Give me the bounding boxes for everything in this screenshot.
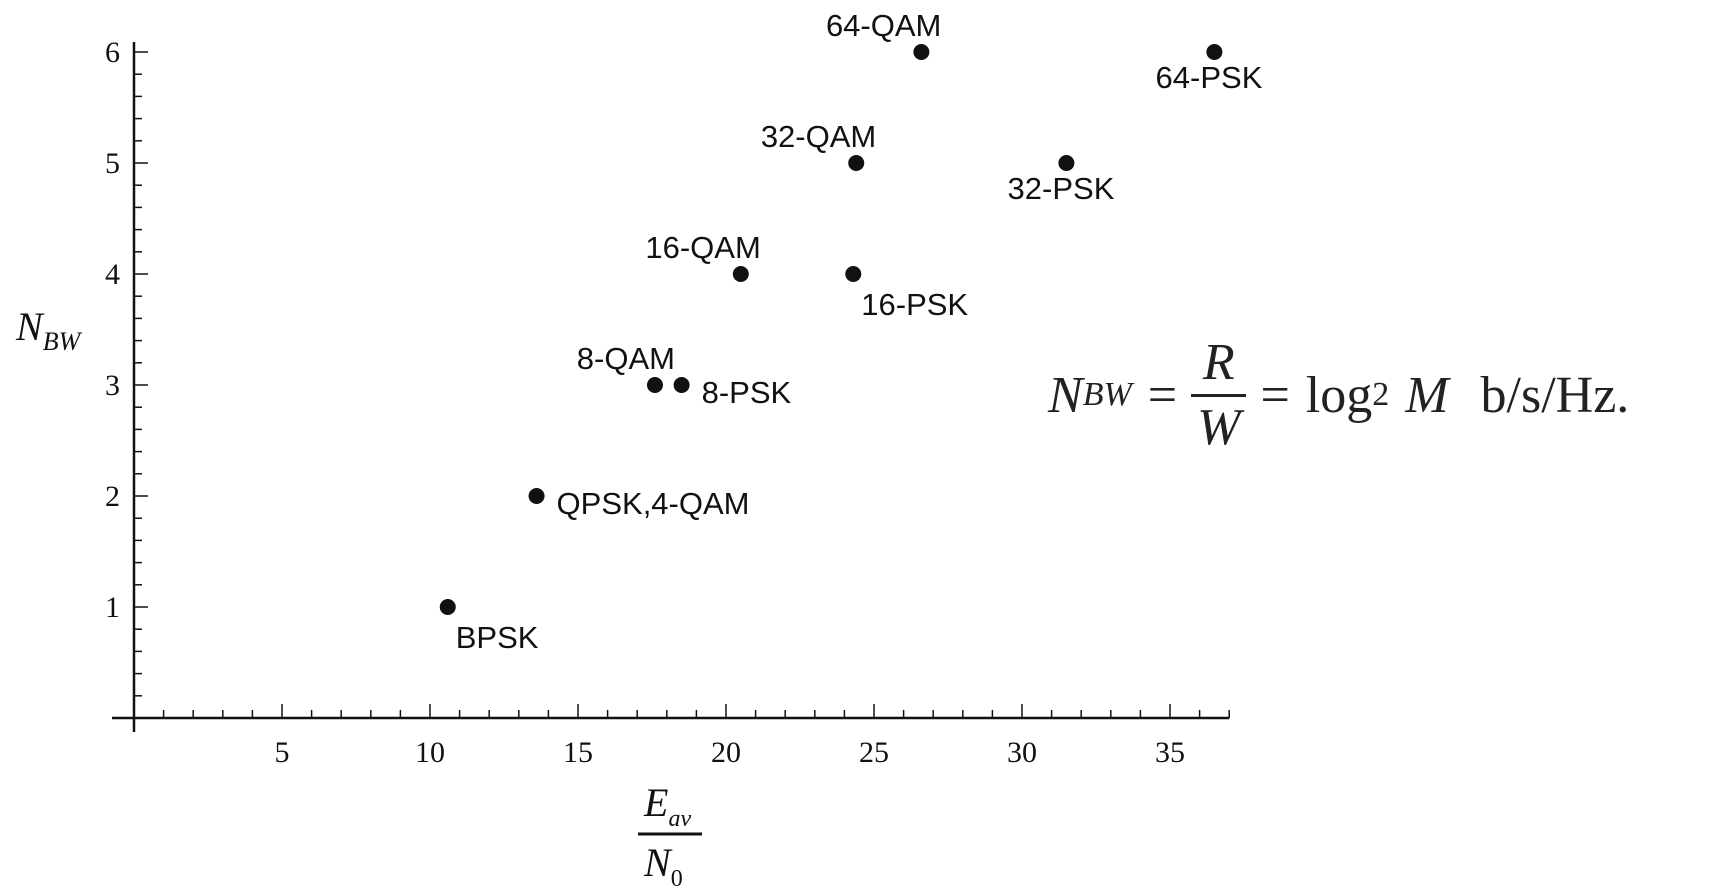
formula-variable: M (1405, 366, 1449, 424)
data-point (732, 266, 749, 282)
x-axis-label: Eav N0 (638, 780, 702, 886)
data-point (913, 44, 930, 60)
data-point-label: 8-QAM (577, 341, 675, 376)
data-point-label: 16-PSK (861, 287, 968, 322)
x-tick-label: 15 (563, 736, 593, 769)
formula-equals: = (1147, 366, 1178, 424)
formula-equals-2: = (1260, 366, 1290, 424)
data-point (848, 155, 865, 171)
data-point (528, 488, 545, 504)
data-point-label: 32-PSK (1008, 171, 1115, 206)
axes (112, 42, 1230, 732)
data-point (845, 266, 862, 282)
data-point (646, 377, 663, 393)
y-tick-label: 4 (105, 258, 120, 291)
x-axis-label-num-main: E (643, 780, 668, 825)
formula-lhs-sub: BW (1082, 376, 1132, 413)
x-axis-label-num-sub: av (668, 806, 691, 832)
x-tick-label: 30 (1007, 736, 1037, 769)
x-axis-label-den-sub: 0 (671, 866, 683, 886)
formula-numerator: R (1202, 333, 1235, 391)
data-point-label: BPSK (456, 620, 539, 655)
data-point (673, 377, 690, 393)
svg-text:Eav: Eav (643, 780, 691, 832)
data-point-label: 16-QAM (645, 230, 760, 265)
y-tick-label: 3 (105, 369, 120, 402)
data-point (1058, 155, 1075, 171)
data-point (1206, 44, 1223, 60)
y-tick-label: 5 (105, 147, 120, 180)
svg-text:N0: N0 (643, 840, 683, 886)
x-tick-label: 35 (1155, 736, 1185, 769)
data-point-label: 8-PSK (702, 375, 792, 410)
y-axis-label: NBW (15, 304, 83, 356)
formula-fraction: R W (1191, 332, 1247, 459)
data-points: BPSK QPSK,4-QAM 8-QAM 8-PSK 16-QAM 16-PSK 32-Q… (439, 8, 1263, 655)
data-point (439, 599, 456, 615)
y-tick-label: 2 (105, 480, 120, 513)
x-axis-label-den-main: N (643, 840, 673, 885)
formula-lhs: N (1048, 366, 1083, 424)
data-point-label: QPSK,4-QAM (557, 486, 750, 521)
ticks: 5 10 15 20 25 30 35 1 2 3 4 5 6 (105, 36, 1230, 769)
y-axis-label-sub: BW (43, 327, 83, 356)
y-tick-label: 1 (105, 591, 120, 624)
formula-unit: b/s/Hz. (1480, 366, 1630, 424)
x-tick-label: 25 (859, 736, 889, 769)
formula-log-base: 2 (1372, 376, 1390, 413)
data-point-label: 32-QAM (761, 119, 876, 154)
formula-log: log (1305, 366, 1373, 424)
x-tick-label: 5 (275, 736, 290, 769)
bandwidth-efficiency-formula: N BW = R W = log 2 M b/s/Hz. (1048, 330, 1629, 460)
data-point-label: 64-PSK (1156, 60, 1263, 95)
data-point-label: 64-QAM (826, 8, 941, 43)
y-tick-label: 6 (105, 36, 120, 69)
formula-denominator: W (1191, 393, 1247, 459)
y-axis-label-main: N (15, 304, 45, 349)
x-tick-label: 20 (711, 736, 741, 769)
x-tick-label: 10 (415, 736, 445, 769)
